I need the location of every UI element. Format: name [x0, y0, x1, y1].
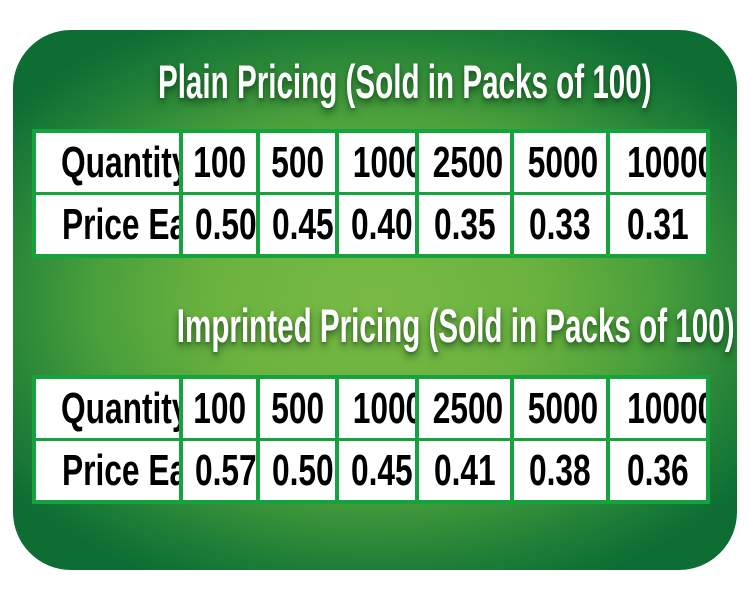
price-value: 0.40: [351, 199, 413, 249]
price-label: Price Ea.: [62, 199, 177, 249]
quantity-value: 100: [193, 137, 247, 187]
quantity-cell: 1000: [335, 375, 420, 441]
imprinted-pricing-title-text: Imprinted Pricing (Sold in Packs of 100): [176, 299, 735, 352]
quantity-label: Quantity: [60, 383, 181, 433]
imprinted-quantity-row: Quantity 100 500 1000 2500 5000 10000: [32, 375, 710, 441]
price-value: 0.41: [433, 445, 496, 495]
price-cell: 0.45: [255, 192, 340, 258]
quantity-value: 1000: [352, 383, 418, 433]
quantity-cell: 10000: [606, 129, 710, 195]
price-cell: 0.50: [255, 438, 340, 504]
quantity-cell: 500: [255, 129, 340, 195]
price-value: 0.31: [627, 199, 689, 249]
imprinted-pricing-table: Quantity 100 500 1000 2500 5000 10000 Pr…: [32, 375, 710, 504]
quantity-value: 100: [193, 383, 247, 433]
quantity-cell: 2500: [415, 129, 514, 195]
price-label-cell: Price Ea.: [32, 192, 183, 258]
quantity-cell: 500: [255, 375, 340, 441]
price-label-cell: Price Ea.: [32, 438, 183, 504]
quantity-value: 5000: [527, 383, 599, 433]
price-cell: 0.50: [178, 192, 260, 258]
imprinted-pricing-title: Imprinted Pricing (Sold in Packs of 100): [13, 298, 737, 354]
quantity-value: 5000: [527, 137, 599, 187]
price-value: 0.35: [433, 199, 496, 249]
plain-quantity-row: Quantity 100 500 1000 2500 5000 10000: [32, 129, 710, 195]
price-cell: 0.57: [178, 438, 260, 504]
plain-price-row: Price Ea. 0.50 0.45 0.40 0.35 0.33 0.31: [32, 192, 710, 258]
pricing-card: Plain Pricing (Sold in Packs of 100) Qua…: [13, 30, 737, 570]
price-value: 0.36: [627, 445, 689, 495]
quantity-cell: 5000: [509, 375, 611, 441]
price-value: 0.45: [351, 445, 413, 495]
price-cell: 0.41: [415, 438, 514, 504]
price-value: 0.50: [194, 199, 257, 249]
imprinted-price-row: Price Ea. 0.57 0.50 0.45 0.41 0.38 0.36: [32, 438, 710, 504]
quantity-cell: 1000: [335, 129, 420, 195]
price-cell: 0.45: [335, 438, 420, 504]
price-cell: 0.31: [606, 192, 710, 258]
quantity-value: 1000: [352, 137, 418, 187]
price-cell: 0.33: [509, 192, 611, 258]
quantity-label-cell: Quantity: [32, 375, 183, 441]
price-value: 0.57: [194, 445, 257, 495]
quantity-value: 500: [271, 137, 324, 187]
quantity-label-cell: Quantity: [32, 129, 183, 195]
quantity-cell: 2500: [415, 375, 514, 441]
price-value: 0.50: [271, 445, 334, 495]
quantity-value: 2500: [433, 137, 504, 187]
plain-pricing-table: Quantity 100 500 1000 2500 5000 10000 Pr…: [32, 129, 710, 258]
quantity-value: 2500: [433, 383, 504, 433]
quantity-cell: 10000: [606, 375, 710, 441]
quantity-value: 500: [271, 383, 324, 433]
price-cell: 0.40: [335, 192, 420, 258]
quantity-cell: 100: [178, 375, 260, 441]
plain-pricing-title-text: Plain Pricing (Sold in Packs of 100): [157, 55, 652, 108]
price-label: Price Ea.: [62, 445, 177, 495]
price-cell: 0.35: [415, 192, 514, 258]
price-cell: 0.38: [509, 438, 611, 504]
quantity-cell: 5000: [509, 129, 611, 195]
price-value: 0.45: [271, 199, 334, 249]
price-value: 0.33: [529, 199, 591, 249]
price-cell: 0.36: [606, 438, 710, 504]
price-value: 0.38: [529, 445, 591, 495]
quantity-value: 10000: [627, 383, 708, 433]
quantity-value: 10000: [627, 137, 708, 187]
quantity-cell: 100: [178, 129, 260, 195]
plain-pricing-title: Plain Pricing (Sold in Packs of 100): [13, 54, 737, 110]
quantity-label: Quantity: [60, 137, 181, 187]
